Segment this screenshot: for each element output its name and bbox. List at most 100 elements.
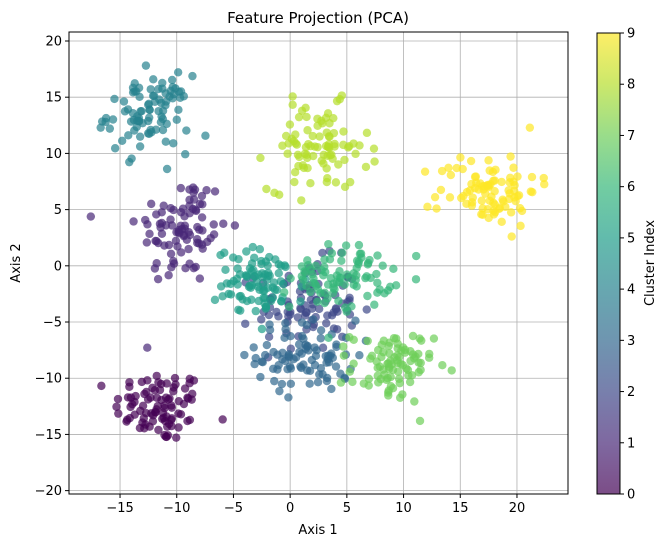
scatter-point-cluster-8: [331, 178, 341, 187]
scatter-point-cluster-3: [275, 386, 284, 396]
scatter-point-cluster-8: [313, 142, 322, 152]
scatter-point-cluster-6: [337, 256, 346, 266]
scatter-point-cluster-5: [261, 257, 271, 266]
scatter-point-cluster-8: [334, 160, 343, 169]
scatter-point-cluster-9: [462, 187, 472, 197]
scatter-point-cluster-7: [363, 336, 372, 346]
scatter-point-cluster-8: [306, 141, 315, 151]
scatter-point-cluster-8: [297, 196, 306, 205]
scatter-point-cluster-3: [302, 320, 311, 330]
y-tick-label: 5: [54, 203, 62, 218]
scatter-point-cluster-1: [157, 229, 167, 238]
scatter-point-cluster-0: [137, 377, 147, 387]
scatter-point-cluster-4: [173, 68, 183, 77]
scatter-point-cluster-3: [240, 350, 249, 360]
scatter-point-cluster-5: [274, 269, 283, 278]
scatter-point-cluster-8: [285, 120, 295, 129]
scatter-point-cluster-2: [322, 319, 331, 328]
scatter-point-cluster-1: [209, 220, 218, 229]
scatter-point-cluster-3: [322, 358, 331, 367]
colorbar-tick-label: 4: [627, 283, 635, 298]
scatter-point-cluster-1: [167, 263, 176, 272]
scatter-point-cluster-0: [218, 415, 227, 424]
scatter-point-cluster-4: [108, 115, 118, 124]
scatter-point-cluster-5: [226, 290, 236, 299]
scatter-point-cluster-8: [278, 141, 287, 150]
scatter-point-cluster-6: [323, 280, 333, 289]
scatter-point-cluster-5: [234, 254, 243, 264]
scatter-point-cluster-4: [126, 117, 136, 126]
scatter-point-cluster-8: [302, 153, 312, 163]
scatter-point-cluster-9: [481, 189, 490, 198]
scatter-point-cluster-5: [241, 271, 250, 280]
scatter-point-cluster-4: [136, 107, 145, 116]
scatter-point-cluster-6: [389, 264, 398, 273]
scatter-point-cluster-3: [331, 362, 341, 371]
scatter-point-cluster-4: [146, 125, 155, 135]
scatter-point-cluster-5: [233, 264, 242, 273]
scatter-point-cluster-4: [130, 87, 139, 96]
scatter-point-cluster-5: [264, 268, 273, 278]
scatter-point-cluster-4: [110, 94, 119, 104]
scatter-point-cluster-5: [272, 285, 282, 295]
scatter-point-cluster-4: [158, 78, 167, 88]
scatter-point-cluster-1: [143, 343, 152, 352]
scatter-point-cluster-0: [146, 393, 155, 402]
colorbar-tick-label: 3: [627, 334, 635, 349]
scatter-point-cluster-6: [313, 297, 322, 306]
x-tick-label: −10: [163, 501, 190, 516]
scatter-point-cluster-7: [379, 347, 388, 357]
scatter-point-cluster-1: [147, 199, 156, 209]
scatter-point-cluster-5: [222, 279, 232, 288]
scatter-point-cluster-5: [296, 297, 305, 306]
scatter-point-cluster-4: [125, 157, 134, 167]
scatter-point-cluster-9: [478, 210, 487, 220]
scatter-point-cluster-5: [236, 291, 245, 301]
scatter-point-cluster-6: [363, 291, 372, 301]
scatter-point-cluster-1: [141, 215, 150, 225]
scatter-point-cluster-0: [180, 384, 190, 393]
scatter-point-cluster-1: [172, 227, 181, 237]
scatter-point-cluster-1: [197, 213, 207, 222]
scatter-point-cluster-6: [324, 333, 333, 342]
scatter-point-cluster-8: [324, 132, 334, 141]
scatter-point-cluster-9: [488, 167, 498, 177]
colorbar-gradient: [597, 33, 620, 494]
y-tick-label: 10: [45, 147, 62, 162]
scatter-point-cluster-9: [497, 177, 506, 187]
scatter-point-cluster-1: [176, 183, 186, 193]
scatter-point-cluster-4: [146, 85, 155, 94]
scatter-point-cluster-7: [404, 371, 413, 380]
scatter-point-cluster-1: [152, 210, 161, 219]
scatter-point-cluster-7: [379, 336, 388, 345]
scatter-point-cluster-2: [318, 248, 327, 258]
scatter-point-cluster-9: [466, 156, 476, 166]
scatter-point-cluster-3: [351, 316, 360, 325]
scatter-point-cluster-8: [283, 149, 292, 158]
scatter-point-cluster-3: [270, 376, 279, 386]
scatter-point-cluster-0: [174, 409, 183, 418]
scatter-point-cluster-3: [355, 351, 364, 360]
scatter-point-cluster-1: [86, 212, 96, 221]
scatter-point-cluster-1: [156, 223, 165, 232]
scatter-point-cluster-6: [372, 269, 381, 279]
scatter-point-cluster-6: [297, 262, 307, 271]
scatter-point-cluster-4: [158, 114, 167, 124]
y-tick-label: 15: [45, 91, 62, 106]
scatter-point-cluster-6: [352, 256, 362, 265]
scatter-point-cluster-8: [339, 127, 348, 136]
scatter-point-cluster-8: [295, 152, 304, 162]
y-tick-label: 20: [45, 34, 62, 49]
x-axis: −15 −10 −5 0 5 10 15 20: [106, 494, 525, 516]
scatter-point-cluster-8: [291, 130, 300, 139]
scatter-point-cluster-3: [257, 357, 267, 366]
scatter-point-cluster-9: [484, 156, 493, 165]
scatter-point-cluster-4: [172, 115, 181, 124]
scatter-point-cluster-9: [458, 164, 467, 174]
chart-title: Feature Projection (PCA): [227, 9, 409, 27]
scatter-point-cluster-6: [373, 278, 382, 288]
scatter-point-cluster-9: [539, 173, 548, 183]
scatter-point-cluster-8: [306, 179, 315, 188]
scatter-point-cluster-7: [393, 356, 402, 365]
